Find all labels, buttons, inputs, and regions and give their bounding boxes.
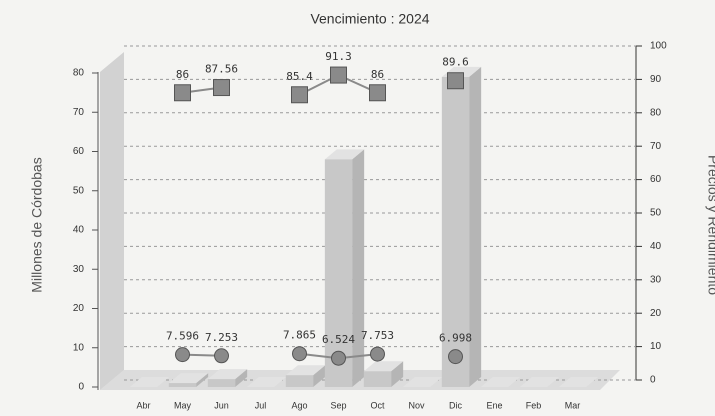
y2-tick-label: 50: [650, 208, 662, 219]
data-label: 6.998: [439, 332, 472, 345]
bar: [363, 371, 392, 387]
y-tick-label: 30: [73, 264, 85, 275]
x-tick-label: Jun: [214, 400, 229, 410]
data-label: 86: [371, 68, 384, 81]
marker: [214, 348, 229, 364]
marker: [331, 350, 346, 366]
y2-tick-label: 0: [650, 375, 656, 386]
bar-top: [363, 361, 404, 372]
chart-title: Vencimiento : 2024: [310, 11, 429, 27]
data-label: 91.3: [325, 50, 352, 63]
x-tick-label: Ene: [486, 400, 502, 410]
bar: [285, 375, 314, 387]
x-tick-label: Mar: [565, 400, 581, 410]
bar: [207, 379, 236, 387]
bar: [324, 159, 353, 387]
y2-tick-label: 90: [650, 74, 662, 85]
y-tick-label: 0: [78, 382, 84, 393]
bar-top: [324, 149, 365, 160]
data-label: 7.865: [283, 329, 316, 342]
bar-top: [246, 377, 287, 387]
side-wall: [100, 52, 124, 390]
bar-side: [313, 365, 326, 387]
bar: [168, 383, 197, 387]
marker: [448, 349, 463, 365]
bar-side: [352, 149, 365, 387]
y2-tick-label: 40: [650, 241, 662, 252]
bar: [441, 76, 470, 388]
bar-top: [519, 377, 560, 387]
data-label: 7.253: [205, 331, 238, 344]
x-tick-label: May: [174, 400, 192, 410]
bar-top: [285, 365, 326, 376]
bar-side: [469, 66, 482, 388]
x-tick-label: Sep: [330, 400, 346, 410]
bar-top: [168, 373, 209, 384]
data-label: 85.4: [286, 70, 313, 83]
y2-tick-label: 20: [650, 308, 662, 319]
y-tick-label: 50: [73, 185, 85, 196]
x-tick-label: Jul: [255, 400, 267, 410]
marker: [213, 79, 230, 97]
marker: [292, 346, 307, 362]
y2-tick-label: 60: [650, 174, 662, 185]
y-tick-label: 60: [73, 146, 85, 157]
bar-top: [558, 377, 599, 387]
data-label: 6.524: [322, 333, 355, 346]
marker: [175, 347, 190, 363]
marker: [447, 72, 464, 90]
bar-top: [402, 377, 443, 387]
y-tick-label: 70: [73, 107, 85, 118]
data-label: 7.753: [361, 329, 394, 342]
y2-axis-label: Precios y Rendimiento: [705, 155, 715, 295]
bar-side: [196, 373, 209, 387]
y2-tick-label: 30: [650, 274, 662, 285]
marker: [174, 84, 191, 102]
y-tick-label: 40: [73, 225, 85, 236]
data-label: 7.596: [166, 330, 199, 343]
marker: [291, 86, 308, 104]
x-tick-label: Abr: [136, 400, 150, 410]
y2-tick-label: 100: [650, 41, 667, 52]
bar-top: [480, 377, 521, 387]
y-tick-label: 80: [73, 68, 85, 79]
y-tick-label: 10: [73, 342, 85, 353]
x-tick-label: Ago: [291, 400, 307, 410]
data-label: 86: [176, 68, 189, 81]
x-tick-label: Dic: [449, 400, 462, 410]
marker: [370, 346, 385, 362]
bar-side: [235, 369, 248, 387]
x-tick-label: Feb: [526, 400, 542, 410]
y2-tick-label: 80: [650, 107, 662, 118]
x-tick-label: Oct: [370, 400, 385, 410]
y2-tick-label: 70: [650, 141, 662, 152]
data-label: 89.6: [442, 56, 469, 69]
bar-top: [129, 377, 170, 387]
x-tick-label: Nov: [408, 400, 425, 410]
bar-top: [207, 369, 248, 380]
bar-side: [391, 361, 404, 387]
marker: [369, 84, 386, 102]
marker: [330, 66, 347, 84]
y-tick-label: 20: [73, 303, 85, 314]
y2-tick-label: 10: [650, 341, 662, 352]
data-label: 87.56: [205, 63, 238, 76]
y-axis-label: Millones de Córdobas: [29, 157, 45, 292]
